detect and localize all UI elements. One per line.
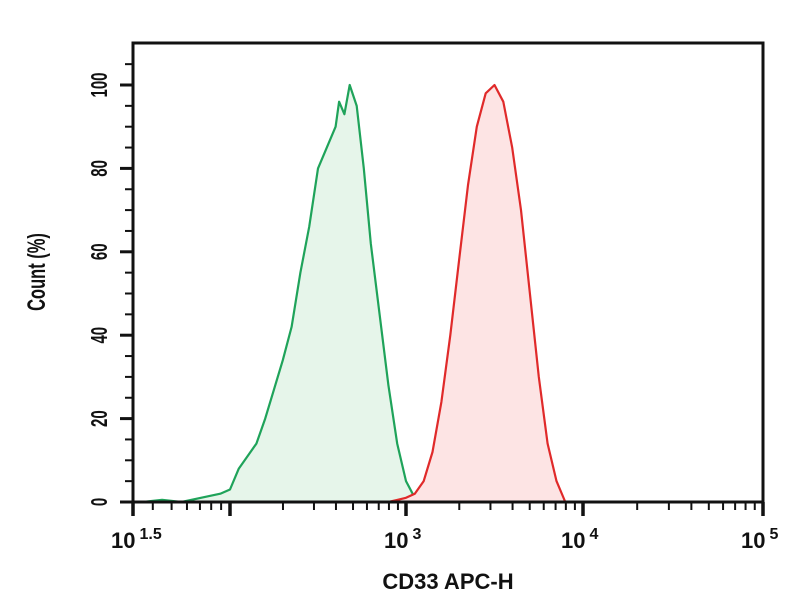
series-fill-0 (142, 85, 424, 502)
x-tick-label: 10 1.5 (111, 526, 162, 553)
y-axis: 0 20 40 60 80 100 (87, 63, 133, 506)
y-tick-label: 0 (87, 498, 113, 506)
series-fill-1 (388, 85, 566, 502)
plot-area (142, 83, 567, 504)
y-tick-label: 20 (87, 410, 113, 427)
y-tick-label: 80 (87, 160, 113, 177)
series-line-0 (142, 83, 425, 504)
y-tick-label: 100 (87, 72, 113, 97)
x-axis: 10 1.5 10 3 10 4 10 5 (111, 502, 778, 553)
x-tick-label: 10 4 (561, 526, 598, 553)
y-tick-label: 40 (87, 327, 113, 344)
series-line-1 (388, 83, 567, 504)
y-axis-title: Count (%) (22, 233, 50, 311)
x-axis-title: CD33 APC-H (382, 569, 513, 594)
x-tick-label: 10 5 (741, 526, 778, 553)
y-tick-label: 60 (87, 243, 113, 260)
x-tick-label: 10 3 (384, 526, 421, 553)
